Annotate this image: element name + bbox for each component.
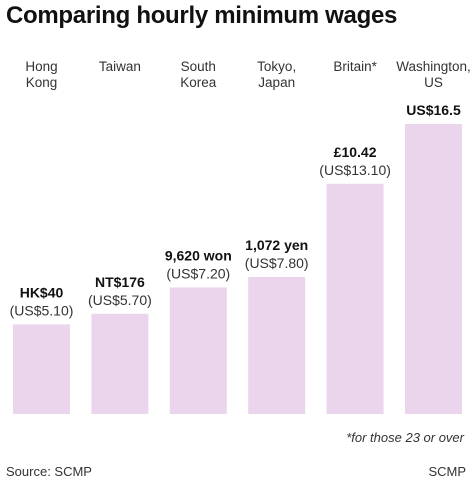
source-label: Source: SCMP [6, 464, 92, 479]
bar [169, 287, 227, 414]
category-label: Hong Kong [25, 59, 57, 90]
local-wage-label: 1,072 yen [245, 237, 308, 253]
category-label: Washington, US [396, 59, 471, 90]
local-wage-label: HK$40 [20, 284, 64, 300]
bar [91, 313, 149, 414]
category-label: Tokyo, Japan [257, 59, 296, 90]
footnote: *for those 23 or over [346, 430, 464, 445]
local-wage-label: NT$176 [95, 274, 145, 290]
category-label: Britain* [333, 59, 377, 74]
bar [326, 183, 384, 414]
usd-wage-label: (US$5.10) [10, 302, 74, 318]
chart-title: Comparing hourly minimum wages [6, 2, 398, 29]
bar [13, 324, 70, 414]
usd-wage-label: (US$7.80) [245, 255, 309, 271]
usd-wage-label: (US$13.10) [319, 162, 391, 178]
credit-label: SCMP [428, 464, 466, 479]
local-wage-label: 9,620 won [165, 247, 232, 263]
bar [248, 276, 306, 414]
usd-wage-label: (US$7.20) [166, 265, 230, 281]
local-wage-label: US$16.5 [406, 102, 461, 118]
category-label: Taiwan [99, 59, 141, 74]
usd-wage-label: (US$5.70) [88, 292, 152, 308]
bar [405, 124, 462, 414]
local-wage-label: £10.42 [334, 144, 377, 160]
category-label: South Korea [180, 59, 217, 90]
